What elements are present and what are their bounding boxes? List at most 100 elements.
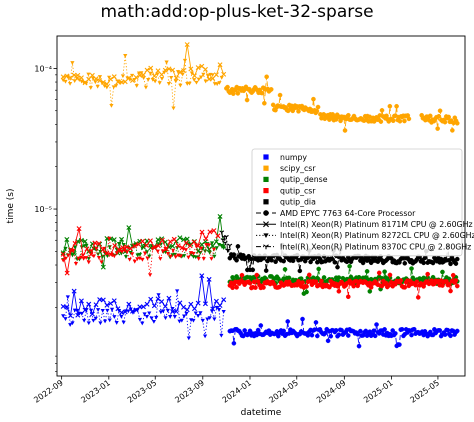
data-point [82, 238, 88, 244]
data-point [206, 243, 211, 248]
data-point [209, 241, 215, 246]
data-point [450, 128, 455, 133]
data-point [196, 77, 201, 82]
data-point [436, 113, 442, 119]
data-point [440, 269, 445, 275]
data-point [130, 73, 135, 78]
x-tick-label: 2025-01 [362, 378, 395, 405]
data-point [445, 327, 451, 333]
data-point [147, 311, 152, 316]
x-tick-label: 2024-05 [267, 378, 300, 405]
data-point [93, 80, 98, 85]
chart-title: math:add:op-plus-ket-32-sparse [100, 2, 374, 22]
data-point [454, 120, 460, 126]
data-point [207, 316, 212, 321]
data-point [148, 296, 154, 302]
data-point [345, 333, 351, 338]
data-point [202, 334, 208, 339]
data-point [259, 90, 265, 96]
data-point [175, 243, 181, 249]
data-point [372, 333, 378, 339]
data-point [124, 250, 130, 255]
legend-label: qutip_csr [280, 186, 316, 195]
data-point [93, 302, 99, 308]
data-point [286, 275, 292, 281]
data-point [216, 308, 222, 312]
data-point [120, 245, 126, 251]
data-point [227, 243, 233, 248]
data-point [178, 83, 183, 88]
data-point [65, 295, 70, 300]
data-point [70, 321, 75, 326]
data-point [313, 320, 319, 325]
data-point [231, 341, 237, 346]
data-point [203, 236, 209, 242]
data-point [304, 289, 309, 295]
data-point [448, 288, 453, 294]
data-point [184, 311, 189, 316]
data-point [163, 316, 168, 320]
legend-entry-numpy: numpy [263, 153, 307, 162]
series-scipy_csr-segment [60, 42, 227, 87]
data-point [442, 119, 448, 125]
legend: numpy scipy_csr qutip_dense qutip_csr qutip_… [251, 148, 474, 257]
x-tick-label: 2023-05 [126, 378, 159, 405]
data-point [82, 80, 88, 86]
data-point [296, 109, 301, 114]
series-line [62, 228, 219, 274]
data-point [140, 304, 146, 310]
legend-marker [263, 244, 269, 250]
data-point [273, 259, 278, 265]
data-point [166, 66, 172, 72]
data-point [94, 246, 99, 251]
data-point [247, 328, 253, 334]
data-point [367, 289, 373, 294]
data-point [448, 333, 453, 339]
data-point [155, 296, 161, 302]
data-point [130, 252, 135, 257]
data-point [230, 91, 236, 96]
data-point [314, 108, 320, 114]
data-point [124, 244, 130, 250]
data-point [143, 242, 149, 248]
data-point [191, 239, 197, 245]
data-point [111, 74, 117, 80]
data-point [112, 243, 118, 249]
data-point [398, 278, 404, 283]
data-point [100, 264, 106, 270]
data-point [144, 301, 150, 307]
data-point [140, 321, 145, 326]
data-point [219, 75, 224, 80]
legend-box [251, 148, 463, 257]
data-point [184, 42, 190, 48]
data-point [390, 328, 395, 333]
legend-entry-qutip_dia: qutip_dia [263, 198, 316, 207]
data-point [95, 84, 100, 89]
data-point [75, 312, 81, 318]
data-point [97, 75, 103, 79]
data-point [221, 297, 227, 303]
data-point [116, 308, 122, 313]
data-point [355, 331, 360, 337]
data-point [149, 316, 154, 321]
data-point [200, 318, 205, 323]
data-point [137, 317, 143, 322]
data-point [446, 282, 452, 287]
data-point [159, 299, 165, 305]
data-point [78, 75, 84, 81]
data-point [195, 314, 201, 318]
x-tick-label: 2024-01 [221, 378, 254, 405]
data-point [300, 280, 305, 285]
series-qutip_csr-segment [60, 226, 221, 276]
data-point [183, 240, 189, 246]
data-point [116, 242, 122, 246]
data-point [193, 311, 198, 316]
data-point [217, 62, 223, 68]
data-point [112, 254, 117, 259]
data-point [321, 275, 327, 280]
data-point [140, 244, 146, 250]
data-point [111, 237, 117, 243]
data-point [173, 79, 178, 84]
data-point [92, 240, 98, 246]
data-point [364, 269, 370, 274]
